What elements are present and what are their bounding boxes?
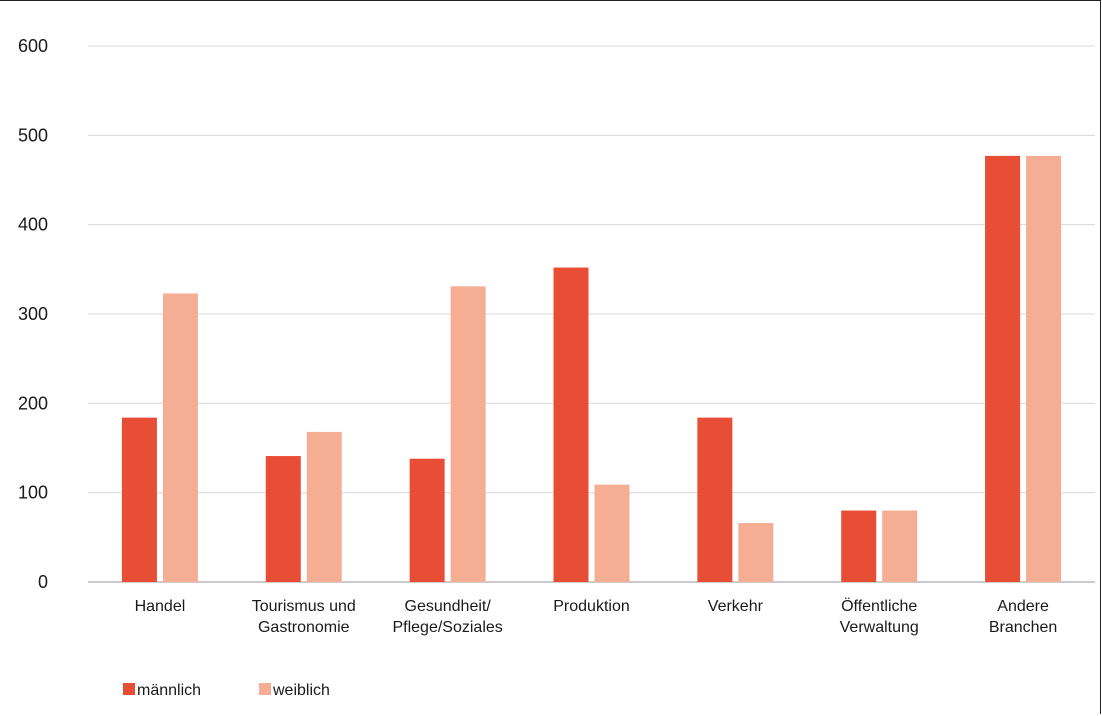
bar-weiblich-3 [594,484,630,582]
bar-maennlich-2 [409,458,445,582]
y-tick-label: 100 [18,483,48,503]
x-category-label: Pflege/Soziales [392,619,502,636]
x-category-label: Verkehr [708,598,764,615]
y-tick-label: 400 [18,215,48,235]
x-category-label: Andere [997,598,1049,615]
y-tick-label: 200 [18,393,48,413]
bar-weiblich-5 [882,510,918,582]
bar-weiblich-1 [306,431,342,582]
x-category-label: Öffentliche [841,597,917,615]
bar-maennlich-5 [841,510,877,582]
legend-swatch-0 [123,683,135,695]
x-category-label: Handel [135,598,186,615]
bar-maennlich-0 [121,417,157,582]
bar-weiblich-4 [738,523,774,582]
bar-weiblich-6 [1026,155,1062,582]
bar-weiblich-2 [450,286,486,582]
y-tick-label: 500 [18,125,48,145]
legend: männlich weiblich [123,682,330,699]
legend-label-0: männlich [137,682,201,699]
x-category-label: Tourismus und [252,598,356,615]
bar-weiblich-0 [162,293,198,582]
bar-maennlich-6 [985,155,1021,582]
y-axis-ticks: 0 100 200 300 400 500 600 [18,36,48,592]
bar-maennlich-1 [265,456,301,582]
y-tick-label: 300 [18,304,48,324]
x-category-label: Produktion [553,598,630,615]
legend-swatch-1 [259,683,271,695]
x-axis-labels: Handel Tourismus und Gastronomie Gesundheit… [135,597,1058,636]
x-category-label: Gesundheit/ [405,598,492,615]
y-tick-label: 0 [38,572,48,592]
legend-label-1: weiblich [272,682,330,699]
x-category-label: Gastronomie [258,619,350,636]
bar-maennlich-3 [553,267,589,582]
bar-maennlich-4 [697,417,733,582]
y-tick-label: 600 [18,36,48,56]
gridlines [88,45,1095,583]
bars [121,155,1062,582]
x-category-label: Branchen [989,619,1058,636]
x-category-label: Verwaltung [840,619,919,636]
